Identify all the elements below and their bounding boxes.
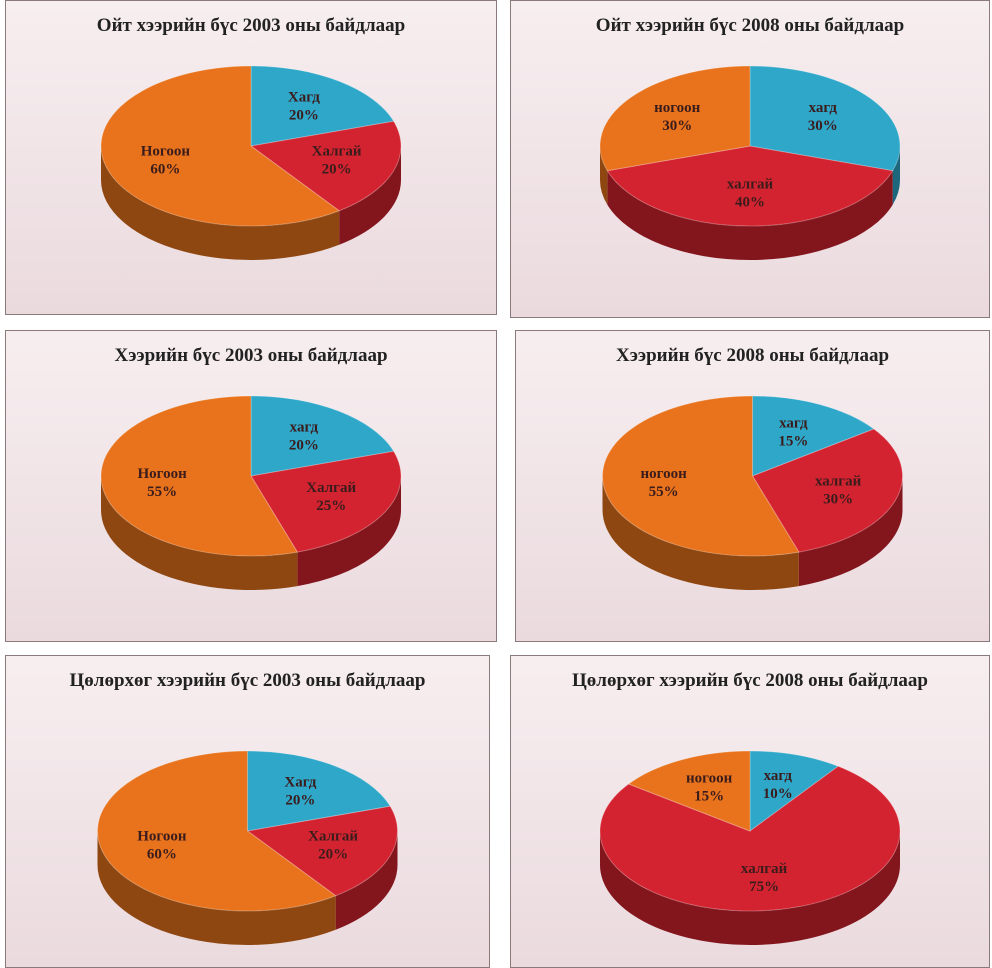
slice-category: ногоон [654, 100, 701, 116]
chart-panel: Ойт хээрийн бүс 2003 оны байдлаар Хагд 20%… [5, 0, 497, 315]
pie-side [798, 476, 903, 587]
slice-category: хагд [809, 100, 838, 116]
pie-slice [97, 750, 337, 912]
pie-slice [751, 428, 903, 553]
pie-side [101, 146, 340, 260]
pie-slice [100, 395, 299, 557]
slice-value-label: 20% [285, 793, 315, 809]
slice-value-label: 20% [289, 108, 319, 124]
slice-value-label: 10% [763, 786, 793, 802]
pie-chart: хагд 10% халгай 75% ногоон 15% [599, 750, 901, 945]
pie-slice [247, 750, 391, 832]
pie-chart: Хагд 20% Халгай 20% Ногоон 60% [97, 750, 398, 945]
pie-slice [752, 395, 875, 477]
pie-side [600, 146, 608, 205]
pie-chart: Хагд 20% Халгай 20% Ногоон 60% [100, 65, 402, 260]
pie-slice [602, 395, 800, 557]
slice-category: Хагд [284, 775, 316, 791]
slice-category: халгай [727, 176, 774, 192]
pie-slice [250, 450, 402, 553]
pie-side [339, 146, 402, 245]
pie-side [607, 170, 893, 260]
slice-category: Ногоон [141, 143, 191, 159]
slice-value-label: 20% [322, 161, 352, 177]
pie-chart: хагд 20% Халгай 25% Ногоон 55% [100, 395, 402, 590]
slice-value-label: 60% [150, 161, 180, 177]
slice-value-label: 55% [147, 484, 177, 500]
chart-panel: Цөлөрхөг хээрийн бүс 2003 оны байдлаар Ха… [5, 655, 490, 968]
pie-side [335, 831, 398, 930]
chart-panel: Хээрийн бүс 2008 оны байдлаар хагд 15% халг… [515, 330, 990, 642]
slice-category: Хагд [288, 90, 320, 106]
slice-value-label: 75% [749, 879, 779, 895]
slice-value-label: 30% [808, 118, 838, 134]
slice-category: халгай [741, 861, 788, 877]
slice-category: Ногоон [137, 828, 187, 844]
slice-category: халгай [815, 473, 862, 489]
slice-category: Ногоон [137, 466, 187, 482]
pie-side [101, 476, 298, 590]
pie-side [602, 476, 799, 590]
slice-category: хагд [779, 416, 808, 432]
slice-value-label: 20% [289, 438, 319, 454]
pie-slice [749, 65, 901, 172]
pie-side [297, 476, 401, 587]
slice-value-label: 25% [316, 498, 346, 514]
pie-slice [599, 765, 901, 912]
pie-slice [249, 120, 402, 212]
slice-category: Халгай [312, 143, 362, 159]
pie-slice [250, 65, 395, 147]
chart-panel: Цөлөрхөг хээрийн бүс 2008 оны байдлаар ха… [510, 655, 990, 968]
slice-category: ногоон [686, 771, 733, 787]
slice-value-label: 20% [318, 846, 348, 862]
slice-value-label: 30% [823, 491, 853, 507]
pie-slice [606, 145, 894, 227]
pie-side [892, 146, 900, 205]
chart-panel: Ойт хээрийн бүс 2008 оны байдлаар хагд 30%… [510, 0, 990, 318]
pie-slice [246, 805, 398, 897]
pie-side [600, 831, 900, 945]
slice-value-label: 40% [735, 194, 765, 210]
chart-title: Ойт хээрийн бүс 2003 оны байдлаар [96, 15, 406, 36]
pie-slice [250, 395, 395, 477]
pie-chart: хагд 15% халгай 30% ногоон 55% [602, 395, 903, 590]
slice-value-label: 60% [147, 846, 177, 862]
pie-slice [599, 65, 751, 172]
chart-panel: Хээрийн бүс 2003 оны байдлаар хагд 20% Халг… [5, 330, 497, 642]
pie-slice [627, 750, 751, 832]
chart-title: Цөлөрхөг хээрийн бүс 2003 оны байдлаар [69, 670, 426, 691]
slice-category: ногоон [640, 466, 687, 482]
chart-title: Хээрийн бүс 2008 оны байдлаар [615, 345, 890, 366]
pie-slice [100, 65, 341, 227]
pie-chart: хагд 30% халгай 40% ногоон 30% [599, 65, 901, 260]
slice-value-label: 30% [662, 118, 692, 134]
pie-slice [749, 750, 840, 832]
slice-value-label: 15% [778, 434, 808, 450]
slice-category: Халгай [306, 480, 356, 496]
chart-title: Хээрийн бүс 2003 оны байдлаар [114, 345, 388, 366]
pie-side [97, 831, 336, 945]
slice-category: хагд [290, 420, 319, 436]
slice-category: Халгай [308, 828, 358, 844]
chart-title: Цөлөрхөг хээрийн бүс 2008 оны байдлаар [572, 670, 928, 691]
slice-category: хагд [764, 768, 793, 784]
chart-title: Ойт хээрийн бүс 2008 оны байдлаар [595, 15, 905, 36]
slice-value-label: 55% [649, 484, 679, 500]
slice-value-label: 15% [694, 789, 724, 805]
